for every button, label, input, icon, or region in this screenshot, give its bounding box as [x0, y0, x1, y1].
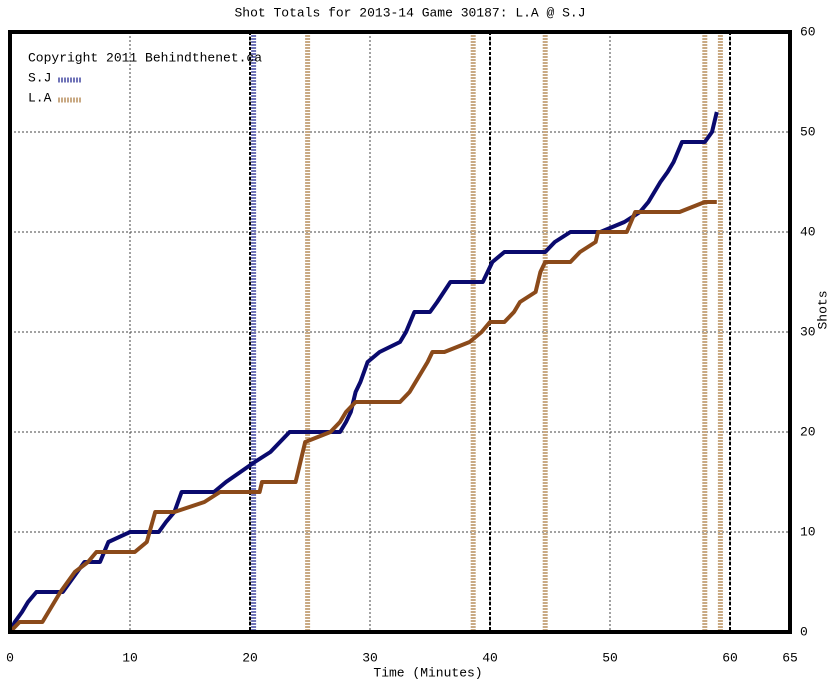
x-tick-label: 40 [482, 650, 498, 665]
x-axis-label: Time (Minutes) [373, 665, 482, 680]
y-tick-label: 20 [800, 424, 816, 439]
y-tick-label: 30 [800, 324, 816, 339]
x-tick-label: 0 [6, 650, 14, 665]
x-tick-label: 60 [722, 650, 738, 665]
y-tick-label: 60 [800, 24, 816, 39]
x-tick-label: 65 [782, 650, 798, 665]
series-line [8, 200, 717, 634]
copyright: Copyright 2011 Behindthenet.ca [28, 50, 262, 65]
plot-frame [8, 30, 792, 634]
y-tick-label: 50 [800, 124, 816, 139]
x-tick-label: 50 [602, 650, 618, 665]
legend-label: S.J [28, 70, 51, 85]
y-tick-label: 0 [800, 624, 808, 639]
chart-title: Shot Totals for 2013-14 Game 30187: L.A … [234, 5, 585, 20]
x-tick-label: 30 [362, 650, 378, 665]
y-axis-label: Shots [815, 290, 830, 329]
legend-label: L.A [28, 90, 52, 105]
x-tick-label: 10 [122, 650, 138, 665]
y-tick-label: 40 [800, 224, 816, 239]
x-tick-label: 20 [242, 650, 258, 665]
y-tick-label: 10 [800, 524, 816, 539]
